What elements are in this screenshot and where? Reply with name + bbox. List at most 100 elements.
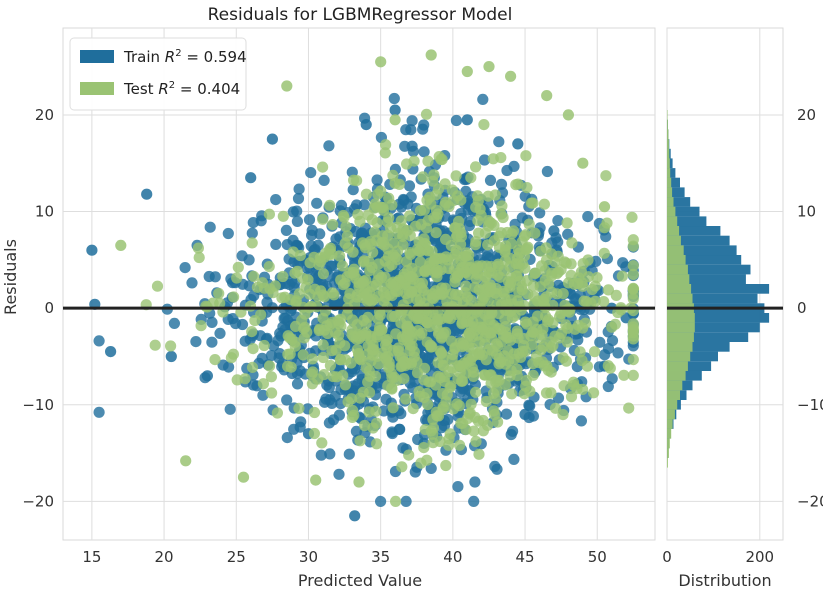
data-point [568,379,580,391]
data-point [433,410,445,422]
histogram-bar [667,322,695,333]
data-point [588,387,600,399]
data-point [469,239,482,251]
data-point [627,260,639,272]
data-point [580,296,593,308]
data-point [334,337,346,349]
data-point [453,215,465,227]
data-point [371,201,383,213]
legend-swatch-train [80,50,114,63]
data-point [419,423,431,436]
data-point [324,448,336,460]
data-point [324,199,336,211]
data-point [412,312,424,324]
data-point [495,152,507,164]
data-point [461,331,473,343]
histogram-bar [667,274,690,284]
data-point [358,314,370,326]
data-point [390,328,402,340]
data-point [483,61,495,73]
data-point [357,277,369,289]
histogram-bar [667,110,668,120]
legend-label-train: Train R2 = 0.594 [123,48,247,66]
data-point [470,435,482,448]
data-point [326,260,338,272]
data-point [529,227,541,239]
data-point [523,399,535,411]
data-point [540,242,552,254]
data-point [612,347,624,359]
y-tick-label: −10 [22,396,54,414]
data-point [209,354,221,366]
data-point [283,278,296,291]
data-point [627,333,639,345]
data-point [93,335,105,347]
data-point [479,369,491,381]
data-point [428,169,440,181]
data-point [389,177,401,189]
data-point [449,276,461,288]
data-point [489,460,501,472]
data-point [627,283,639,295]
y-tick-label: 0 [44,299,54,317]
data-point [324,359,336,372]
data-point [465,398,477,410]
data-point [305,167,317,179]
data-point [489,189,501,201]
hist-y-tick-label: −20 [797,492,823,510]
data-point [406,326,418,338]
data-point [306,368,318,380]
histogram-bar [667,370,686,381]
histogram-bar [667,119,668,130]
data-point [405,270,417,283]
data-point [497,211,509,224]
data-point [508,160,520,172]
data-point [527,316,539,328]
data-point [598,247,610,259]
data-point [206,316,218,328]
data-point [453,400,465,412]
histogram-bar [667,148,670,159]
data-point [549,402,562,414]
data-point [493,308,505,320]
data-point [516,280,528,292]
histogram-bar [667,313,695,323]
histogram-bar [667,274,746,284]
data-point [392,228,404,240]
data-point [333,468,345,480]
data-point [461,114,473,126]
histogram-bar [667,438,670,449]
data-point [327,219,339,231]
data-point [201,370,213,382]
data-point [400,495,412,507]
data-point [455,417,467,429]
data-point [333,409,345,421]
data-point [361,288,373,300]
data-point [314,252,326,264]
data-point [484,174,497,186]
data-point [281,432,293,444]
data-point [396,352,409,364]
data-point [555,307,567,319]
data-point [227,313,239,325]
data-point [430,204,443,216]
data-point [247,217,259,229]
y-tick-label: 20 [35,106,54,124]
data-point [329,327,342,339]
data-point [310,474,322,486]
data-point [247,343,259,355]
data-point [401,158,413,170]
histogram-bar [667,187,673,198]
data-point [289,336,301,348]
histogram-bar [667,197,674,207]
data-point [493,136,505,148]
data-point [339,277,351,289]
data-point [328,289,340,301]
data-point [306,224,318,236]
data-point [439,178,451,190]
data-point [456,317,468,329]
data-point [214,327,226,339]
data-point [582,211,594,223]
data-point [294,249,306,262]
data-point [521,243,533,255]
